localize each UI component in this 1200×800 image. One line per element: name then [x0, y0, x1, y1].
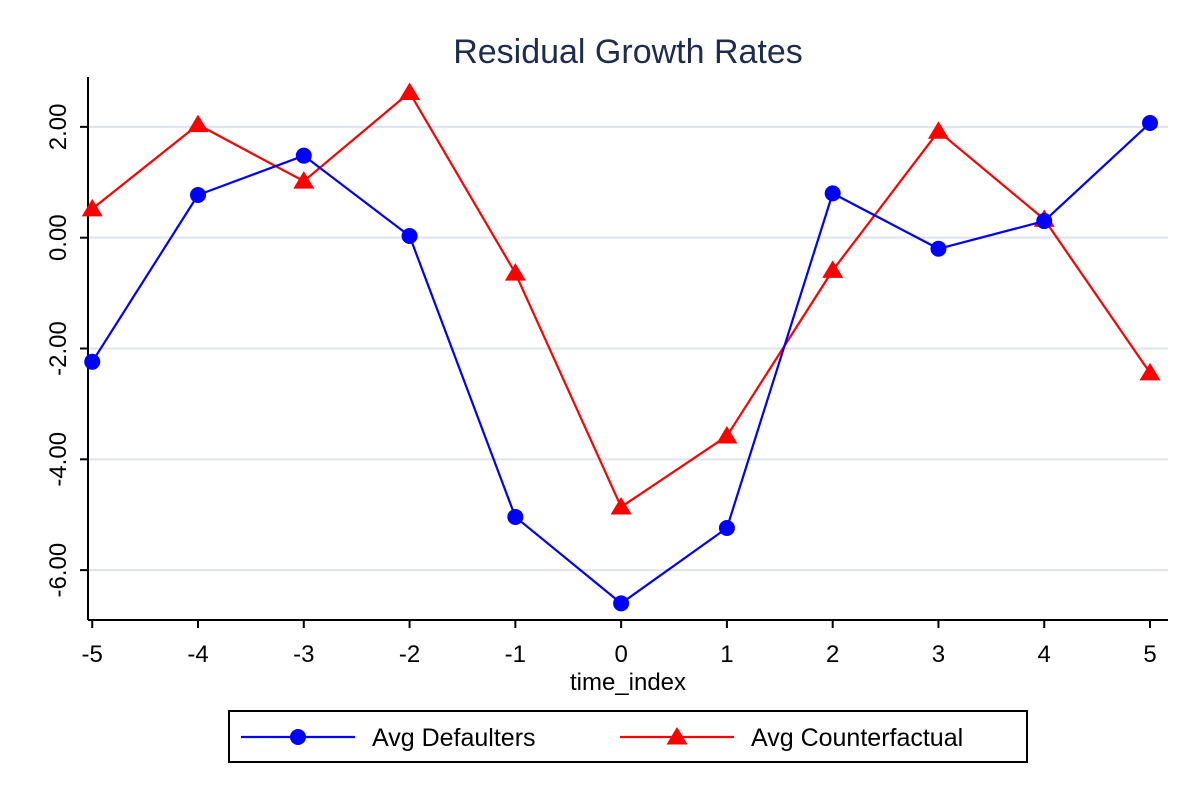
x-tick-label: -3 — [293, 641, 314, 668]
legend-label: Avg Defaulters — [372, 724, 536, 752]
legend-items: Avg Defaulters Avg Counterfactual — [241, 724, 963, 752]
data-point-avg-counterfactual — [399, 82, 421, 101]
data-point-avg-defaulters — [295, 147, 312, 164]
x-tick-label: -4 — [187, 641, 208, 668]
x-tick-label: -5 — [82, 641, 103, 668]
y-tick-label: -4.00 — [45, 432, 72, 487]
data-point-avg-defaulters — [190, 187, 207, 204]
data-point-avg-counterfactual — [81, 198, 103, 217]
data-point-avg-counterfactual — [187, 114, 209, 133]
data-point-avg-counterfactual — [610, 496, 632, 515]
x-tick-label: -1 — [505, 641, 526, 668]
legend-item-avg-defaulters: Avg Defaulters — [241, 724, 536, 752]
x-tick-label: -2 — [399, 641, 420, 668]
data-point-avg-counterfactual — [716, 426, 738, 444]
y-tick-label: 0.00 — [45, 214, 72, 261]
y-tick-label: -6.00 — [45, 543, 72, 598]
data-point-avg-defaulters — [401, 228, 418, 245]
data-point-avg-defaulters — [507, 508, 524, 525]
x-axis-title: time_index — [570, 669, 686, 696]
data-point-avg-counterfactual — [504, 263, 526, 281]
y-tick-label: 2.00 — [45, 104, 72, 151]
data-point-avg-defaulters — [1036, 213, 1053, 230]
data-point-avg-counterfactual — [822, 260, 844, 278]
legend-item-avg-counterfactual: Avg Counterfactual — [620, 724, 963, 752]
x-tick-label: 0 — [614, 641, 627, 668]
data-point-avg-defaulters — [824, 185, 841, 202]
series-line-avg-defaulters — [91, 122, 1151, 605]
y-axis-ticks: 2.00 0.00 -2.00 -4.00 -6.00 — [45, 104, 88, 598]
x-tick-label: 4 — [1038, 641, 1051, 668]
x-axis-ticks: -5 -4 -3 -2 -1 0 1 2 3 4 5 — [82, 620, 1157, 668]
series-layer — [81, 82, 1161, 612]
legend-marker — [290, 729, 306, 745]
series-avg-counterfactual — [81, 82, 1161, 515]
data-point-avg-counterfactual — [293, 171, 315, 189]
data-point-avg-defaulters — [718, 520, 735, 537]
data-point-avg-counterfactual — [1139, 362, 1161, 381]
x-tick-label: 2 — [826, 641, 839, 668]
x-tick-label: 3 — [932, 641, 945, 668]
series-line-avg-counterfactual — [91, 91, 1151, 509]
legend-marker — [666, 727, 688, 745]
data-point-avg-defaulters — [84, 353, 101, 370]
chart-title: Residual Growth Rates — [453, 33, 803, 71]
gridlines — [88, 125, 1168, 572]
data-point-avg-counterfactual — [927, 121, 949, 139]
legend: Avg Defaulters Avg Counterfactual — [228, 710, 1028, 763]
data-point-avg-defaulters — [1142, 114, 1159, 131]
x-tick-label: 5 — [1143, 641, 1156, 668]
legend-label: Avg Counterfactual — [751, 724, 963, 752]
data-point-avg-defaulters — [930, 240, 947, 257]
x-tick-label: 1 — [720, 641, 733, 668]
series-avg-defaulters — [84, 114, 1159, 612]
data-point-avg-defaulters — [613, 595, 630, 612]
y-tick-label: -2.00 — [45, 321, 72, 376]
